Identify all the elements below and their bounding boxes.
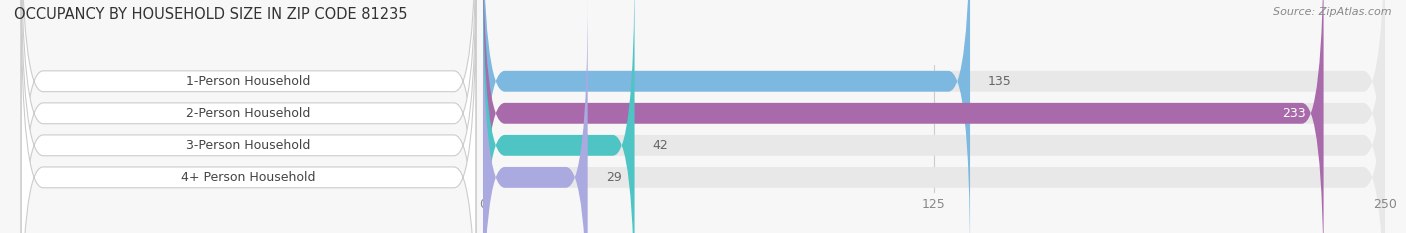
Text: 42: 42 (652, 139, 668, 152)
Text: OCCUPANCY BY HOUSEHOLD SIZE IN ZIP CODE 81235: OCCUPANCY BY HOUSEHOLD SIZE IN ZIP CODE … (14, 7, 408, 22)
FancyBboxPatch shape (484, 0, 1323, 233)
Text: 233: 233 (1282, 107, 1306, 120)
FancyBboxPatch shape (484, 0, 970, 233)
Text: 3-Person Household: 3-Person Household (187, 139, 311, 152)
FancyBboxPatch shape (484, 0, 588, 233)
Text: 135: 135 (988, 75, 1012, 88)
FancyBboxPatch shape (21, 0, 475, 233)
Text: Source: ZipAtlas.com: Source: ZipAtlas.com (1274, 7, 1392, 17)
Text: 4+ Person Household: 4+ Person Household (181, 171, 316, 184)
FancyBboxPatch shape (484, 0, 634, 233)
FancyBboxPatch shape (484, 0, 1385, 233)
FancyBboxPatch shape (484, 0, 1385, 233)
FancyBboxPatch shape (21, 0, 475, 233)
FancyBboxPatch shape (21, 0, 475, 233)
FancyBboxPatch shape (21, 0, 475, 233)
Text: 29: 29 (606, 171, 621, 184)
FancyBboxPatch shape (484, 0, 1385, 233)
Text: 2-Person Household: 2-Person Household (187, 107, 311, 120)
FancyBboxPatch shape (484, 0, 1385, 233)
Text: 1-Person Household: 1-Person Household (187, 75, 311, 88)
